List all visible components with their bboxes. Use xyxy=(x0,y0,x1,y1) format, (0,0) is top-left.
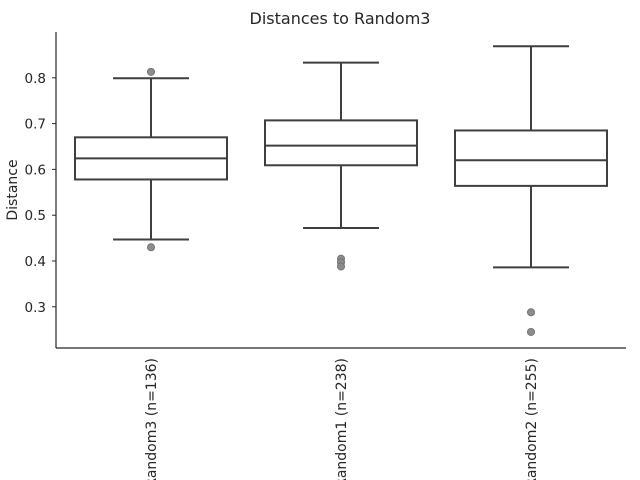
plot-area xyxy=(74,45,608,336)
y-tick-label: 0.4 xyxy=(25,254,46,270)
box-group xyxy=(454,45,608,336)
y-tick-label: 0.5 xyxy=(25,208,46,224)
x-tick-label: Random1 (n=238) xyxy=(334,358,350,480)
box-group xyxy=(74,67,228,252)
box xyxy=(454,129,608,187)
y-axis-label: Distance xyxy=(5,159,21,220)
chart-title: Distances to Random3 xyxy=(250,9,431,28)
outlier-point xyxy=(146,243,155,252)
outlier-point xyxy=(527,308,536,317)
outlier-point xyxy=(146,67,155,76)
y-tick-label: 0.6 xyxy=(25,162,46,178)
tick-labels: Random3 (n=136) Random1 (n=238) Random2 (n… xyxy=(25,71,540,480)
y-tick-label: 0.7 xyxy=(25,117,46,133)
x-tick-label: Random3 (n=136) xyxy=(144,358,160,480)
y-tick-label: 0.3 xyxy=(25,300,46,316)
x-tick-label: Random2 (n=255) xyxy=(524,358,540,480)
box xyxy=(264,119,418,167)
box-group xyxy=(264,61,418,271)
outlier-point xyxy=(336,262,345,271)
axes xyxy=(52,32,626,349)
outlier-point xyxy=(527,327,536,336)
y-tick-label: 0.8 xyxy=(25,71,46,87)
